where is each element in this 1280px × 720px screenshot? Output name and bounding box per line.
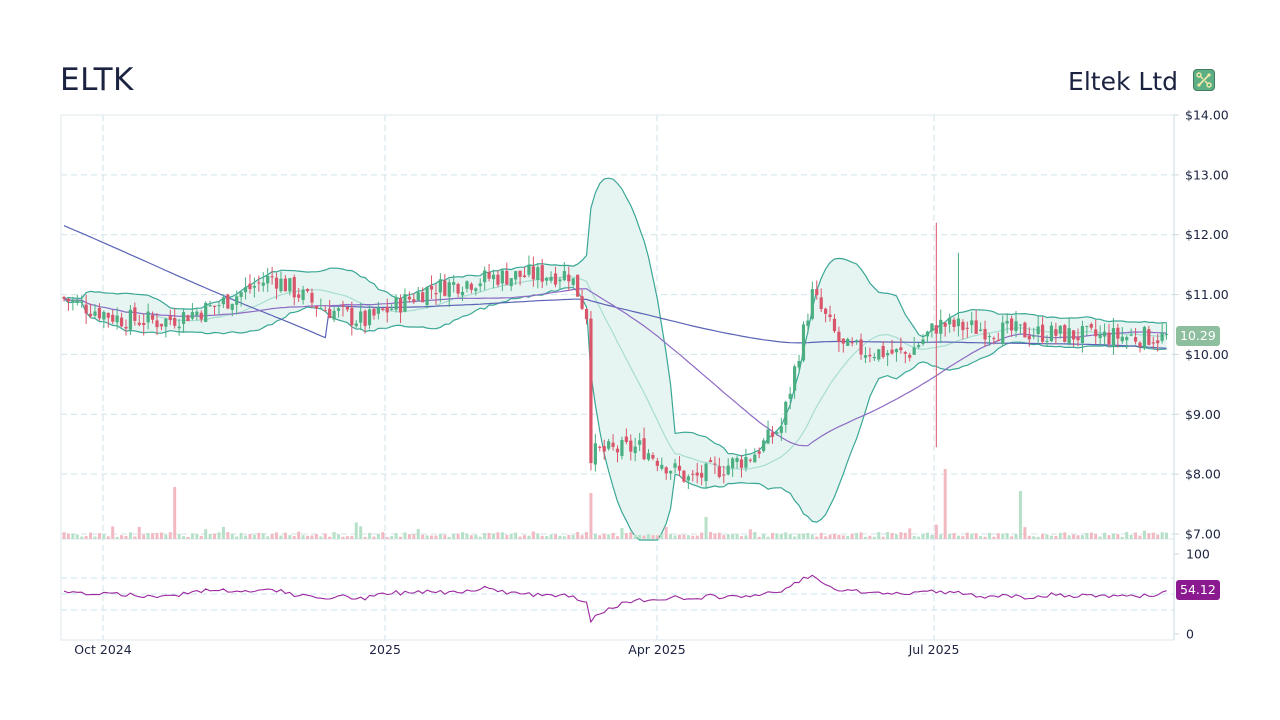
rsi-panel bbox=[63, 574, 1167, 624]
volume-bars bbox=[62, 469, 1169, 539]
svg-text:$10.00: $10.00 bbox=[1185, 347, 1229, 362]
svg-text:$7.00: $7.00 bbox=[1185, 527, 1221, 542]
ticker-symbol: ELTK bbox=[60, 62, 134, 98]
svg-text:$9.00: $9.00 bbox=[1185, 407, 1221, 422]
svg-text:0: 0 bbox=[1186, 627, 1194, 642]
candlesticks bbox=[62, 222, 1169, 490]
moving-averages bbox=[63, 225, 1167, 447]
svg-text:Apr 2025: Apr 2025 bbox=[628, 642, 685, 657]
circuit-board-icon bbox=[1193, 69, 1215, 91]
svg-text:$8.00: $8.00 bbox=[1185, 467, 1221, 482]
svg-text:$12.00: $12.00 bbox=[1185, 227, 1229, 242]
axes: $14.00 $13.00 $12.00 $11.00 $10.00 $9.00 $8.00… bbox=[74, 108, 1228, 658]
bollinger-bands bbox=[63, 177, 1167, 541]
rsi-value-badge: 54.12 bbox=[1176, 580, 1220, 600]
company-name: Eltek Ltd bbox=[1068, 67, 1178, 96]
svg-text:Jul 2025: Jul 2025 bbox=[908, 642, 960, 657]
svg-text:Oct 2024: Oct 2024 bbox=[74, 642, 131, 657]
svg-text:$11.00: $11.00 bbox=[1185, 287, 1229, 302]
svg-text:2025: 2025 bbox=[369, 642, 401, 657]
svg-text:100: 100 bbox=[1186, 547, 1210, 562]
svg-text:$13.00: $13.00 bbox=[1185, 167, 1229, 182]
svg-text:$14.00: $14.00 bbox=[1185, 108, 1229, 123]
last-price-badge: 10.29 bbox=[1176, 326, 1220, 346]
